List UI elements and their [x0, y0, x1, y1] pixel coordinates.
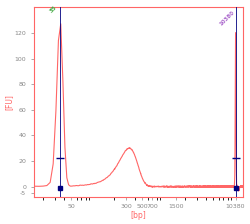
X-axis label: [bp]: [bp]	[130, 211, 146, 220]
Text: 35: 35	[49, 5, 58, 14]
Y-axis label: [FU]: [FU]	[4, 94, 13, 110]
Text: 10380: 10380	[218, 10, 236, 27]
